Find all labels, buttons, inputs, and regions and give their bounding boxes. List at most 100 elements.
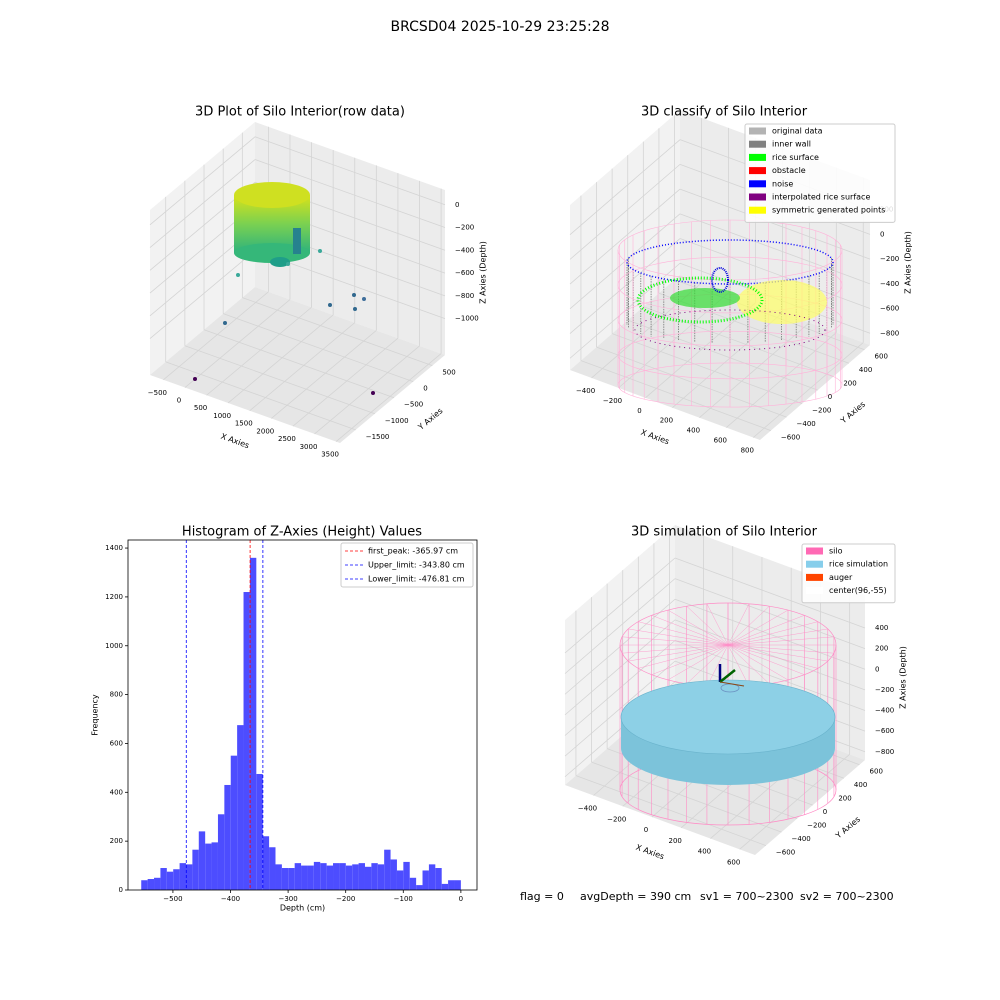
grid-line <box>645 302 756 399</box>
y-tick-label: 1200 <box>105 593 123 601</box>
z-tick-label: −1000 <box>455 315 479 323</box>
legend-label: symmetric generated points <box>772 206 885 215</box>
bar <box>211 842 218 890</box>
y-tick-label: −200 <box>807 822 826 830</box>
silo-wire <box>617 256 843 314</box>
x-tick-label: 0 <box>459 895 463 903</box>
silo-wire <box>727 636 834 646</box>
subplot-title: Histogram of Z-Axies (Height) Values <box>182 525 422 540</box>
bar <box>269 847 276 890</box>
z-tick-label: −200 <box>875 686 894 694</box>
legend-label: inner wall <box>772 140 811 149</box>
y-tick-label: −500 <box>404 401 423 409</box>
z-tick-label: −400 <box>875 707 894 715</box>
y-tick-label: 600 <box>110 739 123 747</box>
y-tick-label: 0 <box>823 808 827 816</box>
silo-wire <box>727 644 834 654</box>
silo-wire <box>686 644 729 684</box>
legend-swatch <box>749 206 766 214</box>
legend-label: center(96,-55) <box>829 586 887 595</box>
grid-line <box>254 136 446 206</box>
y-tick-label: −1000 <box>385 417 409 425</box>
point-cloud <box>234 182 310 208</box>
grid-line <box>184 299 291 388</box>
x-tick-label: 2000 <box>256 427 274 435</box>
x-tick-label: 400 <box>687 427 700 435</box>
y-tick-label: 400 <box>859 366 872 374</box>
bar <box>454 880 461 890</box>
grid-line <box>726 332 837 428</box>
z-tick-label: 0 <box>880 230 884 238</box>
grid-line <box>580 360 772 431</box>
pane <box>150 122 255 375</box>
bar <box>307 865 314 890</box>
grid-line <box>254 159 446 228</box>
legend-label: first_peak: -365.97 cm <box>368 547 458 556</box>
x-tick-label: −400 <box>578 805 597 813</box>
y-tick-label: 200 <box>843 380 856 388</box>
x-tick-label: 1000 <box>213 412 231 420</box>
plot-contents <box>193 182 843 826</box>
z-tick-label: 0 <box>875 665 879 673</box>
legend-swatch <box>749 140 766 148</box>
grid-line <box>564 557 676 654</box>
x-axis-label: Depth (cm) <box>280 904 325 913</box>
bar <box>339 863 346 890</box>
bar <box>249 557 257 890</box>
silo-wire <box>727 644 828 662</box>
bar <box>160 868 167 890</box>
z-tick-label: 200 <box>875 645 888 653</box>
z-axis-label: Z Axies (Depth) <box>904 231 913 294</box>
silo-wire <box>706 644 729 687</box>
grid-line <box>753 342 864 438</box>
bar <box>448 880 455 890</box>
y-axis-label: Y Axies <box>838 400 867 426</box>
bar <box>390 859 397 890</box>
silo-wire <box>667 644 729 681</box>
x-tick-label: −400 <box>221 895 240 903</box>
y-tick-label: 400 <box>854 781 867 789</box>
legend-label: Lower_limit: -476.81 cm <box>368 575 465 584</box>
z-tick-label: 0 <box>455 201 459 209</box>
x-tick-label: 2500 <box>278 435 296 443</box>
x-tick-label: 600 <box>714 437 727 445</box>
bar <box>256 773 263 890</box>
silo-wire <box>622 644 729 654</box>
x-tick-label: −100 <box>394 895 413 903</box>
x-tick-label: 3500 <box>321 451 339 459</box>
y-tick-label: −600 <box>781 434 800 442</box>
y-tick-label: 0 <box>119 886 123 894</box>
z-axis-label: Z Axies (Depth) <box>479 241 488 304</box>
legend-swatch <box>806 587 823 595</box>
bar <box>326 865 334 890</box>
grid-line <box>203 329 395 399</box>
figure-title: BRCSD04 2025-10-29 23:25:28 <box>390 19 609 35</box>
silo-wire <box>727 644 750 687</box>
z-tick-label: −800 <box>880 329 899 337</box>
grid-line <box>739 754 850 850</box>
grid-line <box>292 337 399 427</box>
x-tick-label: −200 <box>607 815 626 823</box>
grid-line <box>227 314 334 404</box>
pane <box>570 275 870 440</box>
y-tick-label: 600 <box>870 768 883 776</box>
y-tick-label: −600 <box>776 849 795 857</box>
silo-wire <box>622 636 729 646</box>
grid-line <box>643 306 834 378</box>
y-tick-label: −400 <box>797 420 816 428</box>
axis-arrow <box>719 681 745 687</box>
bar <box>147 879 155 890</box>
y-axis-label: Y Axies <box>416 406 445 432</box>
silo-wire <box>651 644 729 675</box>
outliers <box>193 249 375 395</box>
silo-wire <box>727 644 789 681</box>
y-tick-label: 800 <box>110 691 123 699</box>
legend-label: interpolated rice surface <box>772 193 870 202</box>
grid-line <box>314 345 420 435</box>
grid-line <box>242 297 433 366</box>
legend-label: auger <box>829 573 853 582</box>
x-tick-label: 3000 <box>300 443 318 451</box>
silo-wire <box>617 362 843 408</box>
silo-wire <box>727 628 828 646</box>
